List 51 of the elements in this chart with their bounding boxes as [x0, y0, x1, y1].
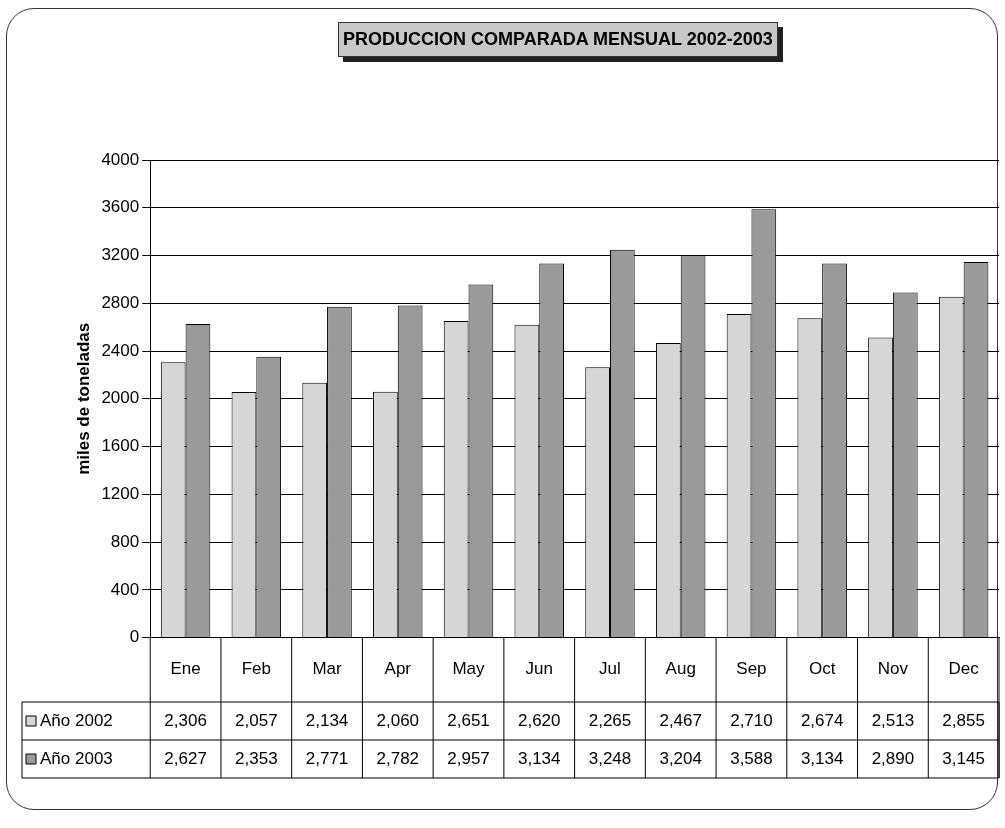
y-tick-label: 1200 [101, 484, 140, 504]
x-tick-label: Mar [312, 659, 343, 679]
data-label: 2,710 [730, 710, 773, 730]
y-tick-label: 3600 [101, 197, 140, 217]
data-label: 3,134 [800, 748, 844, 768]
y-tick-label: 4000 [101, 149, 140, 169]
data-label: 3,204 [659, 748, 702, 768]
data-label: 2,651 [447, 710, 490, 730]
data-label: 2,674 [800, 710, 844, 730]
legend-label: Año 2002 [40, 710, 113, 730]
x-tick-label: May [452, 659, 486, 679]
data-label: 2,782 [376, 748, 420, 768]
y-tick-label: 0 [129, 627, 140, 647]
data-label: 2,771 [305, 748, 349, 768]
data-label: 2,957 [447, 748, 490, 768]
legend-label: Año 2003 [40, 748, 113, 768]
y-axis-title: miles de toneladas [73, 322, 93, 475]
x-tick-label: Aug [665, 659, 696, 679]
data-label: 2,890 [871, 748, 915, 768]
data-label: 2,620 [517, 710, 561, 730]
data-label: 2,057 [235, 710, 278, 730]
y-tick-label: 1600 [101, 436, 140, 456]
data-label: 2,513 [871, 710, 915, 730]
x-tick-label: Jul [599, 659, 621, 679]
x-tick-label: Feb [241, 659, 271, 679]
data-label: 2,353 [235, 748, 278, 768]
data-label: 2,467 [659, 710, 702, 730]
data-label: 2,627 [164, 748, 207, 768]
y-tick-label: 400 [110, 579, 140, 599]
y-tick-label: 800 [110, 531, 140, 551]
data-label: 2,265 [588, 710, 632, 730]
x-tick-label: Ene [170, 659, 201, 679]
data-label: 3,248 [588, 748, 632, 768]
y-tick-label: 2000 [101, 388, 140, 408]
x-tick-label: Jun [525, 659, 553, 679]
data-label: 3,134 [517, 748, 561, 768]
x-tick-label: Nov [877, 659, 909, 679]
chart-title: PRODUCCION COMPARADA MENSUAL 2002-2003 [338, 22, 778, 57]
y-tick-label: 3200 [101, 245, 140, 265]
data-label: 3,145 [942, 748, 985, 768]
data-label: 2,060 [376, 710, 420, 730]
x-tick-label: Oct [808, 659, 836, 679]
x-tick-label: Dec [948, 659, 980, 679]
y-tick-label: 2400 [101, 340, 140, 360]
data-label: 2,134 [305, 710, 349, 730]
x-tick-label: Sep [736, 659, 767, 679]
y-tick-label: 2800 [101, 292, 140, 312]
x-tick-label: Apr [384, 659, 412, 679]
data-label: 3,588 [730, 748, 773, 768]
data-label: 2,855 [942, 710, 985, 730]
data-label: 2,306 [164, 710, 207, 730]
